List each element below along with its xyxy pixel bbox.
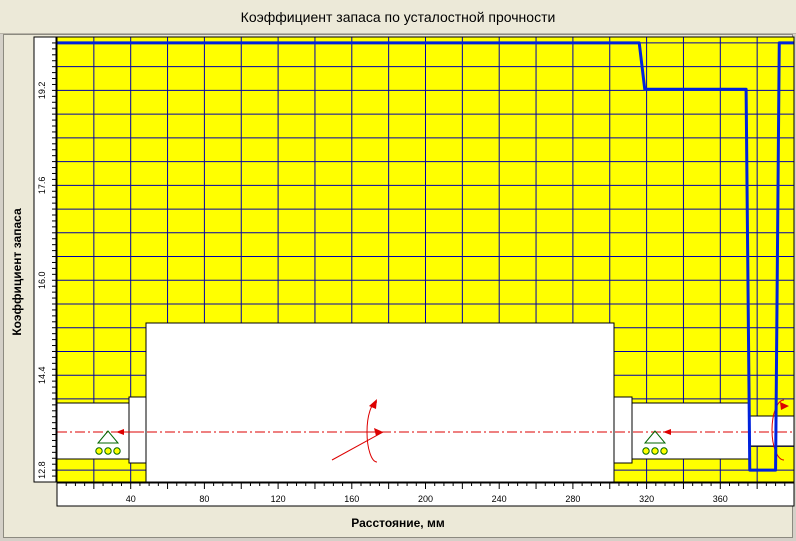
y-axis-panel xyxy=(33,36,57,483)
x-axis-label: Расстояние, мм xyxy=(351,516,445,530)
x-tick-label: 280 xyxy=(565,494,580,504)
plot-border xyxy=(56,36,795,483)
x-tick-label: 320 xyxy=(639,494,654,504)
chart-title: Коэффициент запаса по усталостной прочно… xyxy=(240,9,556,25)
load-force-icon xyxy=(331,399,384,463)
x-tick-label: 360 xyxy=(713,494,728,504)
x-tick-label: 200 xyxy=(418,494,433,504)
shaft-shoulder-left xyxy=(128,396,147,464)
y-tick-label: 17.6 xyxy=(37,177,47,195)
shaft-section-right xyxy=(631,402,751,460)
x-tick-label: 160 xyxy=(344,494,359,504)
x-tick-label: 120 xyxy=(271,494,286,504)
y-tick-label: 16.0 xyxy=(37,272,47,290)
torque-end-icon xyxy=(771,399,789,461)
y-tick-label: 12.8 xyxy=(37,461,47,479)
shaft-section-middle xyxy=(145,322,615,483)
shaft-shoulder-right xyxy=(613,396,633,464)
chart-title-bar: Коэффициент запаса по усталостной прочно… xyxy=(0,0,796,34)
y-axis-label: Коэффициент запаса xyxy=(10,208,24,336)
y-tick-label: 19.2 xyxy=(37,82,47,100)
x-tick-label: 40 xyxy=(126,494,136,504)
x-tick-label: 80 xyxy=(199,494,209,504)
x-tick-label: 240 xyxy=(492,494,507,504)
series-layer xyxy=(57,41,794,472)
support-left-icon xyxy=(95,429,142,455)
x-axis-ticks: 40 80 120 160 200 240 280 320 360 xyxy=(65,483,786,504)
y-axis-ticks: 12.8 14.4 16.0 17.6 19.2 xyxy=(37,36,56,483)
support-right-icon xyxy=(642,429,690,455)
series-line xyxy=(57,41,794,472)
y-tick-label: 14.4 xyxy=(37,366,47,384)
shaft-diagram xyxy=(56,322,795,483)
